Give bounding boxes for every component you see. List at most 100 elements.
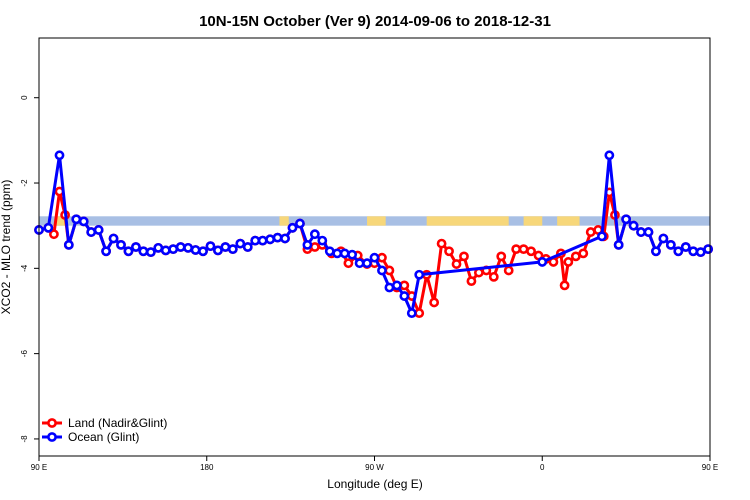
- data-point: [518, 244, 529, 255]
- data-point: [688, 246, 699, 257]
- land-band-segment: [55, 216, 66, 226]
- x-tick-label: 0: [540, 463, 545, 472]
- data-point: [384, 282, 395, 293]
- y-tick-label: -4: [20, 264, 29, 272]
- data-point: [175, 242, 186, 252]
- data-point: [280, 233, 290, 244]
- data-point: [131, 242, 141, 252]
- land-ocean-band: [39, 216, 710, 226]
- data-point: [563, 257, 574, 267]
- data-point: [343, 258, 354, 269]
- data-point: [643, 227, 654, 237]
- data-point: [636, 227, 646, 237]
- legend-label: Land (Nadir&Glint): [68, 416, 167, 430]
- data-point: [190, 245, 201, 255]
- data-point: [596, 231, 607, 242]
- legend: Land (Nadir&Glint)Ocean (Glint): [42, 416, 167, 444]
- data-point: [377, 252, 387, 263]
- data-point: [496, 251, 507, 262]
- data-point: [651, 246, 661, 257]
- data-point: [101, 246, 111, 257]
- data-point: [160, 245, 171, 256]
- data-point: [362, 258, 372, 269]
- land-band-segment: [426, 216, 509, 226]
- data-point: [43, 222, 54, 233]
- data-point: [658, 233, 669, 244]
- data-point: [399, 291, 410, 301]
- x-tick-label: 90 E: [702, 463, 718, 472]
- data-point: [138, 246, 149, 257]
- x-axis: 90 E 180 90 W 0 90 E: [31, 456, 718, 472]
- data-point: [78, 216, 89, 227]
- y-axis: 0 -2 -4 -6 -8: [20, 95, 39, 443]
- x-axis-label: Longitude (deg E): [327, 477, 422, 491]
- data-point: [287, 222, 298, 233]
- series-1: [34, 150, 714, 319]
- data-point: [537, 257, 548, 267]
- data-point: [63, 239, 74, 250]
- data-point: [570, 251, 581, 262]
- data-point: [613, 239, 624, 250]
- land-band-segment: [557, 216, 580, 226]
- data-point: [227, 244, 238, 255]
- data-point: [695, 247, 706, 258]
- data-point: [488, 271, 499, 282]
- data-point: [153, 242, 164, 253]
- data-point: [377, 265, 387, 276]
- data-point: [459, 251, 469, 262]
- data-point: [265, 234, 276, 245]
- legend-marker: [47, 432, 57, 442]
- legend-item: Land (Nadir&Glint): [42, 416, 167, 430]
- data-point: [257, 235, 268, 246]
- data-point: [559, 280, 570, 291]
- data-point: [369, 252, 380, 263]
- data-point: [295, 218, 305, 229]
- x-tick-label: 90 E: [31, 463, 47, 472]
- data-point: [86, 227, 97, 237]
- data-point: [511, 244, 522, 255]
- data-point: [183, 242, 194, 253]
- data-point: [391, 280, 402, 291]
- y-tick-label: -2: [20, 179, 29, 187]
- data-point: [585, 227, 596, 237]
- data-point: [703, 244, 714, 255]
- y-tick-label: 0: [20, 95, 29, 100]
- data-point: [145, 247, 156, 258]
- data-point: [324, 246, 335, 257]
- data-point: [444, 246, 454, 257]
- data-point: [429, 297, 440, 308]
- legend-marker: [47, 418, 57, 428]
- data-point: [604, 150, 615, 161]
- data-point: [673, 246, 684, 257]
- data-point: [302, 239, 313, 250]
- data-point: [466, 276, 477, 287]
- data-point: [399, 280, 410, 291]
- data-point: [354, 258, 365, 269]
- data-point: [578, 248, 589, 259]
- data-point: [108, 233, 119, 244]
- series-layer: [34, 150, 714, 319]
- data-point: [384, 265, 395, 276]
- data-point: [436, 238, 447, 249]
- x-tick-label: 90 W: [365, 463, 384, 472]
- data-point: [628, 220, 639, 231]
- data-point: [220, 242, 231, 252]
- data-point: [332, 248, 343, 259]
- data-point: [309, 242, 320, 252]
- data-point: [250, 235, 261, 246]
- data-point: [49, 229, 59, 240]
- data-point: [309, 229, 320, 240]
- y-tick-label: -6: [20, 350, 29, 358]
- data-point: [414, 308, 425, 319]
- data-point: [213, 245, 223, 256]
- data-point: [665, 239, 676, 250]
- data-point: [93, 225, 104, 235]
- data-point: [242, 242, 253, 252]
- x-tick-label: 180: [200, 463, 214, 472]
- legend-item: Ocean (Glint): [42, 430, 139, 444]
- data-point: [198, 246, 208, 257]
- data-point: [54, 150, 65, 161]
- data-point: [317, 235, 328, 246]
- data-point: [235, 238, 246, 249]
